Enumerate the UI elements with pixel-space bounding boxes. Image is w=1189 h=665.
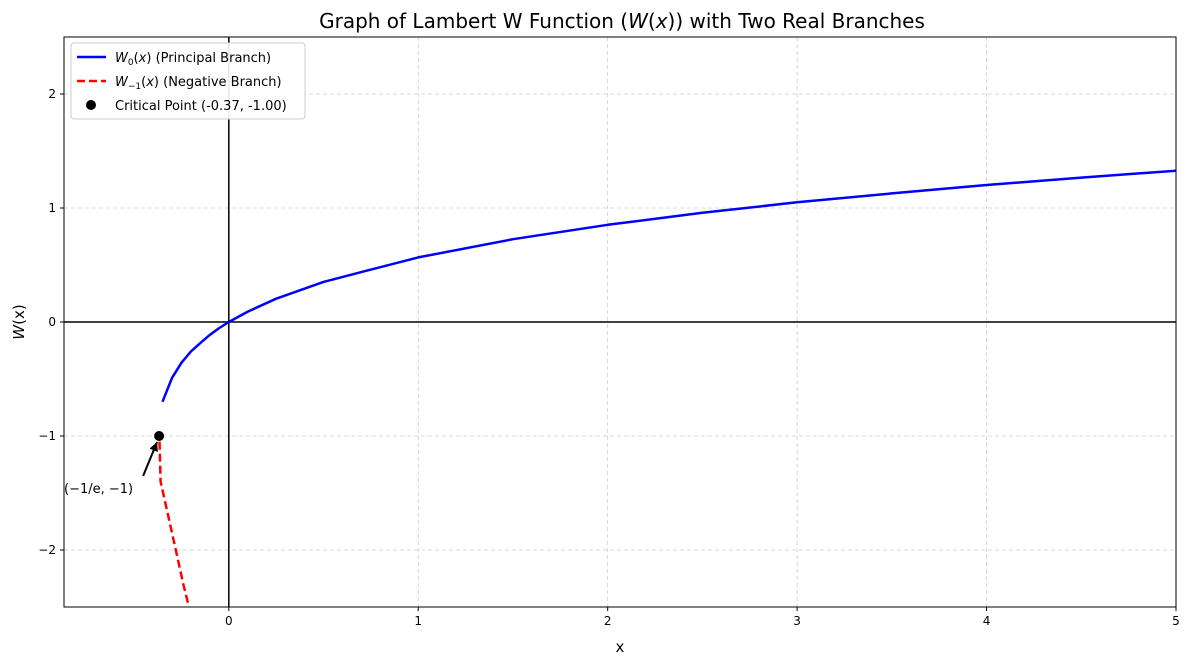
x-axis-label: x — [616, 638, 625, 656]
x-tick-label-2: 2 — [604, 614, 612, 628]
legend-swatch-critical — [86, 100, 96, 110]
x-ticks: 0 1 2 3 4 5 — [225, 607, 1180, 628]
points-layer — [154, 431, 165, 441]
y-tick-label-4: 2 — [48, 87, 56, 101]
annotation-arrowhead-0 — [149, 442, 158, 453]
y-tick-label-3: 1 — [48, 201, 56, 215]
legend-label-critical: Critical Point (-0.37, -1.00) — [115, 99, 287, 114]
legend-label-principal: W0(x) (Principal Branch) — [115, 51, 271, 68]
y-ticks: −2 −1 0 1 2 — [38, 87, 64, 557]
y-axis-label: W(x) — [10, 304, 28, 339]
x-tick-label-5: 5 — [1172, 614, 1180, 628]
legend-box — [70, 42, 306, 120]
x-tick-label-3: 3 — [793, 614, 801, 628]
y-tick-label-2: 0 — [48, 315, 56, 329]
series-layer — [158, 169, 1177, 608]
series-line-principal — [161, 169, 1177, 403]
y-tick-label-1: −1 — [38, 429, 56, 443]
chart-title: Graph of Lambert W Function (W(x)) with … — [319, 9, 925, 33]
legend-label-negative: W−1(x) (Negative Branch) — [115, 75, 282, 92]
x-tick-label-0: 0 — [225, 614, 233, 628]
annotation-layer: (−1/e, −1) — [64, 441, 159, 497]
y-tick-label-0: −2 — [38, 543, 56, 557]
legend: W0(x) (Principal Branch) W−1(x) (Negativ… — [70, 42, 306, 120]
annotation-label-0: (−1/e, −1) — [64, 482, 133, 497]
series-line-negative — [158, 441, 191, 608]
x-tick-label-4: 4 — [983, 614, 991, 628]
critical-point-0 — [154, 431, 165, 441]
x-tick-label-1: 1 — [414, 614, 422, 628]
